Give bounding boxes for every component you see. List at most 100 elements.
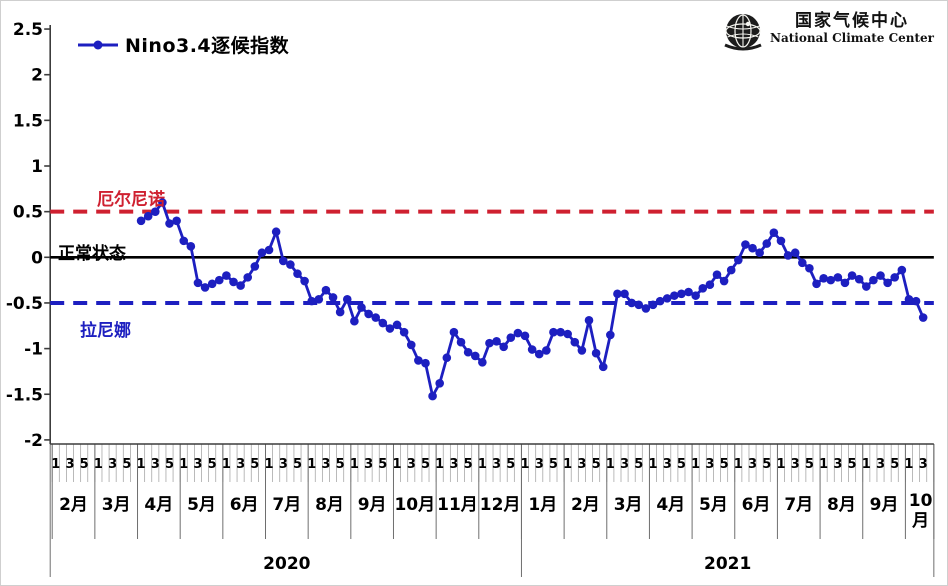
month-label: 2月 bbox=[59, 495, 88, 515]
series-point bbox=[577, 346, 587, 355]
series-point bbox=[300, 276, 309, 286]
y-tick-label: 1 bbox=[31, 157, 43, 177]
series-point bbox=[876, 271, 885, 280]
series-point bbox=[798, 258, 807, 268]
series-point bbox=[435, 378, 444, 388]
series-point bbox=[691, 291, 700, 300]
month-label: 11月 bbox=[437, 495, 478, 515]
pentad-label: 5 bbox=[208, 457, 217, 472]
series-point bbox=[911, 296, 921, 306]
pentad-label: 3 bbox=[577, 457, 586, 472]
pentad-label: 5 bbox=[634, 457, 643, 472]
series-point bbox=[712, 270, 722, 279]
series-point bbox=[641, 304, 651, 313]
series-point bbox=[264, 245, 274, 255]
pentad-label: 5 bbox=[464, 457, 473, 472]
pentad-label: 5 bbox=[165, 457, 174, 472]
series-point bbox=[449, 327, 459, 337]
y-tick-label: -2 bbox=[24, 431, 43, 451]
series-point bbox=[826, 275, 836, 285]
series-point bbox=[286, 260, 295, 269]
series-point bbox=[414, 356, 423, 365]
series-point bbox=[293, 269, 302, 279]
y-tick-label: -1.5 bbox=[6, 385, 43, 405]
pentad-label: 5 bbox=[848, 457, 857, 472]
pentad-label: 3 bbox=[620, 457, 629, 472]
month-label: 10月 bbox=[394, 495, 435, 515]
series-point bbox=[150, 207, 160, 216]
month-label: 4月 bbox=[144, 495, 173, 515]
series-point bbox=[485, 338, 494, 348]
pentad-label: 5 bbox=[122, 457, 131, 472]
series-point bbox=[606, 330, 615, 340]
pentad-label: 1 bbox=[350, 457, 359, 472]
series-point bbox=[833, 273, 843, 282]
series-point bbox=[463, 347, 473, 357]
series-point bbox=[172, 216, 181, 226]
series-point bbox=[655, 296, 665, 306]
series-point bbox=[478, 357, 487, 367]
pentad-label: 3 bbox=[407, 457, 416, 472]
pentad-label: 1 bbox=[94, 457, 103, 472]
series-point bbox=[364, 309, 373, 319]
month-label: 5月 bbox=[187, 495, 216, 515]
series-point bbox=[513, 328, 523, 338]
series-point bbox=[243, 273, 253, 282]
series-point bbox=[314, 294, 324, 304]
month-label: 12月 bbox=[480, 495, 521, 515]
pentad-label: 1 bbox=[904, 457, 913, 472]
series-point bbox=[790, 248, 800, 258]
series-point bbox=[371, 313, 381, 322]
series-point bbox=[918, 313, 928, 322]
series-point bbox=[399, 327, 409, 337]
series-point bbox=[214, 275, 224, 285]
series-point bbox=[613, 289, 622, 299]
series-point bbox=[563, 329, 572, 339]
pentad-label: 5 bbox=[421, 457, 430, 472]
pentad-label: 5 bbox=[762, 457, 771, 472]
series-point bbox=[904, 294, 914, 304]
series-point bbox=[662, 294, 672, 303]
pentad-label: 1 bbox=[179, 457, 188, 472]
pentad-label: 5 bbox=[250, 457, 259, 472]
month-label: 2月 bbox=[571, 495, 600, 515]
series-point bbox=[634, 300, 644, 310]
pentad-label: 3 bbox=[791, 457, 800, 472]
logo-title-en: National Climate Center bbox=[770, 31, 934, 45]
series-point bbox=[193, 278, 203, 288]
pentad-label: 5 bbox=[80, 457, 89, 472]
series-point bbox=[442, 353, 452, 363]
series-point bbox=[222, 271, 231, 280]
y-tick-label: -0.5 bbox=[6, 294, 43, 314]
series-point bbox=[570, 337, 580, 347]
series-point bbox=[542, 346, 551, 355]
pentad-label: 1 bbox=[307, 457, 316, 472]
series-point bbox=[783, 251, 793, 260]
pentad-label: 5 bbox=[677, 457, 686, 472]
month-label: 9月 bbox=[358, 495, 387, 515]
pentad-label: 3 bbox=[321, 457, 330, 472]
y-tick-label: 0 bbox=[31, 248, 43, 268]
series-point bbox=[428, 391, 437, 401]
series-point bbox=[321, 285, 331, 295]
series-point bbox=[741, 240, 750, 249]
month-label: 8月 bbox=[827, 495, 856, 515]
y-tick-label: 2 bbox=[31, 66, 43, 86]
series-point bbox=[627, 298, 636, 308]
month-label: 3月 bbox=[614, 495, 643, 515]
series-point bbox=[847, 271, 857, 280]
series-point bbox=[719, 276, 729, 286]
series-point bbox=[421, 358, 430, 368]
pentad-label: 1 bbox=[776, 457, 785, 472]
pentad-label: 3 bbox=[748, 457, 757, 472]
series-point bbox=[342, 294, 352, 304]
series-point bbox=[236, 281, 245, 290]
series-point bbox=[499, 342, 508, 352]
pentad-label: 3 bbox=[151, 457, 160, 472]
month-label: 7月 bbox=[272, 495, 301, 515]
pentad-label: 5 bbox=[549, 457, 558, 472]
series-point bbox=[897, 265, 907, 275]
series-point bbox=[143, 211, 153, 221]
pentad-label: 1 bbox=[648, 457, 657, 472]
